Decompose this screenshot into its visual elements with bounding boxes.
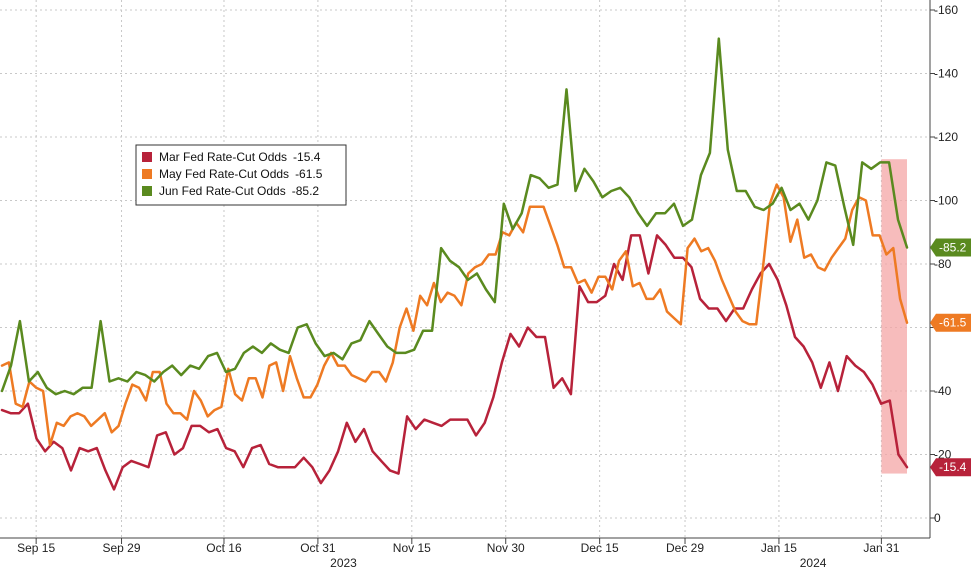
legend-entry-jun: Jun Fed Rate-Cut Odds -85.2	[159, 184, 319, 198]
series-line-jun	[0, 37, 909, 396]
y-tick-label: -20	[934, 448, 952, 462]
x-tick-label: Oct 31	[300, 541, 336, 555]
x-year-label: 2024	[800, 556, 827, 569]
x-tick-labels: Sep 15 Sep 29 Oct 16 Oct 31 Nov 15 Nov 30 Dec …	[17, 538, 900, 569]
y-tick-label: -120	[934, 130, 958, 144]
legend-swatch-mar	[142, 152, 152, 162]
end-tag-may: -61.5	[930, 313, 971, 332]
legend-name-mar: Mar Fed Rate-Cut Odds	[159, 150, 287, 164]
y-tick-label: -40	[934, 384, 952, 398]
y-tick-label: -160	[934, 3, 958, 17]
end-tag-label: -15.4	[939, 460, 967, 474]
end-tag-label: -61.5	[939, 316, 967, 330]
legend-swatch-may	[142, 169, 152, 179]
legend-entry-may: May Fed Rate-Cut Odds -61.5	[159, 167, 323, 181]
x-tick-label: Oct 16	[206, 541, 242, 555]
x-tick-label: Dec 29	[666, 541, 704, 555]
end-tag-mar: -15.4	[930, 458, 971, 477]
series-line-may	[0, 183, 909, 447]
end-tag-jun: -85.2	[930, 238, 971, 257]
legend-entry-mar: Mar Fed Rate-Cut Odds -15.4	[159, 150, 321, 164]
legend-swatch-jun	[142, 186, 152, 196]
x-tick-label: Sep 29	[103, 541, 141, 555]
x-tick-label: Nov 15	[393, 541, 431, 555]
legend-box	[135, 144, 347, 206]
end-tag-shape	[930, 313, 971, 332]
x-year-label: 2023	[330, 556, 357, 569]
y-tick-label: -100	[934, 194, 958, 208]
end-tag-shape	[930, 458, 971, 477]
legend-value-mar: -15.4	[293, 150, 321, 164]
axes	[0, 0, 931, 539]
y-tick-label: -80	[934, 257, 952, 271]
legend-value-jun: -85.2	[292, 184, 320, 198]
legend-name-jun: Jun Fed Rate-Cut Odds	[159, 184, 286, 198]
y-tick-label: -140	[934, 67, 958, 81]
end-tag-shape	[930, 238, 971, 257]
x-tick-label: Jan 15	[761, 541, 797, 555]
x-tick-label: Jan 31	[863, 541, 899, 555]
x-tick-label: Sep 15	[17, 541, 55, 555]
y-tick-labels: 0-20-40-60-80-100-120-140-160	[930, 3, 958, 525]
x-tick-label: Nov 30	[487, 541, 525, 555]
end-tag-label: -85.2	[939, 240, 967, 254]
legend-name-may: May Fed Rate-Cut Odds	[159, 167, 289, 181]
gridlines	[0, 0, 930, 538]
y-tick-label: 0	[934, 511, 941, 525]
series-lines	[0, 37, 909, 491]
legend-value-may: -61.5	[295, 167, 323, 181]
legend: Mar Fed Rate-Cut Odds -15.4 May Fed Rate-…	[135, 144, 347, 206]
end-value-tags: -15.4 -61.5 -85.2	[930, 238, 971, 477]
series-line-mar	[0, 234, 909, 491]
x-tick-label: Dec 15	[581, 541, 619, 555]
